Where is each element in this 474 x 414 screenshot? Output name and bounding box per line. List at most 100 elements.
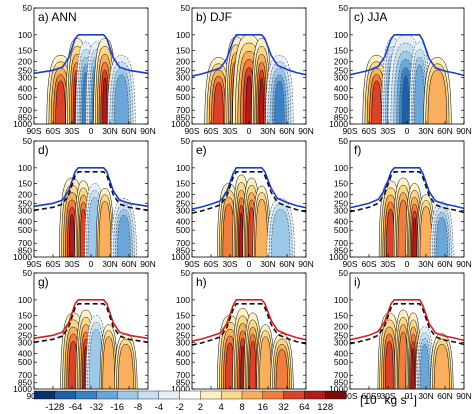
panel-label-box (352, 10, 398, 25)
x-tick-label: 30N (102, 259, 118, 269)
contour-cell-3-level-2 (98, 200, 112, 257)
y-tick-label: 300 (176, 72, 190, 82)
contour-cell-0-level-4 (55, 80, 66, 124)
y-tick-label: 1000 (171, 119, 190, 129)
y-tick-label: 300 (334, 72, 348, 82)
x-tick-label: 60S (361, 391, 376, 401)
y-tick-label: 250 (334, 330, 348, 340)
y-tick-label: 850 (176, 113, 190, 123)
y-tick-label: 500 (18, 225, 32, 235)
x-tick-label: 90N (298, 126, 314, 136)
x-tick-label: 30N (102, 126, 118, 136)
x-tick-label: 30N (260, 259, 276, 269)
y-tick-label: 400 (176, 349, 190, 359)
y-tick-label: 50 (181, 136, 191, 146)
colorbar-swatch (179, 390, 201, 400)
x-tick-label: 60N (437, 391, 453, 401)
y-tick-label: 500 (334, 92, 348, 102)
x-tick-label: 30S (380, 259, 395, 269)
contour-cell-2-level-5 (401, 75, 410, 124)
y-tick-label: 250 (18, 330, 32, 340)
y-tick-label: 150 (18, 46, 32, 56)
x-tick-label: 90S (342, 126, 357, 136)
y-tick-label: 250 (18, 65, 32, 75)
colorbar-level-label: -64 (69, 402, 83, 413)
contour-cell-0-level-4 (371, 80, 382, 124)
tropopause-line (350, 299, 464, 342)
y-tick-label: 200 (176, 57, 190, 67)
x-tick-label: 90S (184, 259, 199, 269)
x-tick-label: 90S (26, 126, 41, 136)
x-tick-label: 30N (418, 259, 434, 269)
tropopause-dashed-line (350, 303, 464, 346)
y-tick-label: 250 (334, 65, 348, 75)
x-tick-label: 60N (437, 126, 453, 136)
y-tick-label: 500 (18, 92, 32, 102)
contour-cell-4-level-2 (427, 69, 448, 124)
y-tick-label: 400 (176, 217, 190, 227)
x-tick-label: 0 (89, 259, 94, 269)
colorbar-swatch (325, 390, 347, 400)
y-tick-label: 500 (334, 357, 348, 367)
panel-label: d) (38, 143, 49, 157)
y-tick-label: 50 (23, 3, 33, 13)
colorbar-swatch (137, 390, 160, 400)
colorbar-level-label: -8 (134, 402, 142, 413)
x-tick-label: 60N (279, 259, 295, 269)
x-tick-label: 60N (121, 259, 137, 269)
y-tick-label: 1000 (13, 119, 32, 129)
contour-cell-2-level-5 (411, 347, 416, 389)
x-tick-label: 90S (342, 391, 357, 401)
contour-cell-0-level-4 (213, 82, 224, 124)
streamfunction-contours (217, 308, 294, 389)
tropopause-line (192, 299, 306, 342)
streamfunction-contours (59, 177, 137, 257)
colorbar-units-label: [109 kg s-1] (360, 392, 417, 407)
y-tick-label: 850 (334, 246, 348, 256)
y-tick-label: 400 (18, 84, 32, 94)
y-tick-label: 50 (339, 3, 349, 13)
colorbar-swatch (116, 390, 139, 400)
contour-cell-4-level-3 (117, 214, 131, 257)
y-tick-label: 850 (176, 246, 190, 256)
streamfunction-contours (46, 38, 136, 124)
contour-cell-4-level-2 (433, 343, 450, 389)
panel-label: h) (196, 275, 207, 289)
colorbar-swatch (241, 390, 264, 400)
y-tick-label: 300 (176, 337, 190, 347)
y-tick-label: 50 (23, 268, 33, 278)
y-tick-label: 200 (176, 190, 190, 200)
y-tick-label: 50 (23, 136, 33, 146)
y-tick-label: 50 (339, 136, 349, 146)
y-tick-label: 100 (176, 163, 190, 173)
streamfunction-contours (217, 174, 295, 257)
panel-label-box (194, 143, 212, 158)
colorbar-level-label: -2 (175, 402, 183, 413)
colorbar-level-label: -16 (110, 402, 124, 413)
y-tick-label: 700 (176, 238, 190, 248)
x-tick-label: 90N (456, 391, 472, 401)
y-tick-label: 400 (176, 84, 190, 94)
y-tick-label: 400 (334, 349, 348, 359)
streamfunction-contours (377, 309, 454, 389)
panel-h: h)50100150200250300400500700850100090S60… (171, 268, 314, 401)
y-tick-label: 150 (334, 179, 348, 189)
tropopause-line (34, 167, 148, 208)
y-tick-label: 100 (18, 295, 32, 305)
y-tick-label: 300 (176, 205, 190, 215)
contour-cell-3-level-3 (419, 343, 430, 389)
contour-cell-4-level-2 (117, 343, 134, 389)
tropopause-line (192, 167, 306, 210)
y-tick-label: 250 (176, 65, 190, 75)
y-tick-label: 850 (18, 246, 32, 256)
panel-label: b) DJF (196, 10, 232, 24)
colorbar-level-label: 8 (239, 402, 244, 413)
y-tick-label: 400 (18, 349, 32, 359)
colorbar-swatch (262, 390, 285, 400)
panel-label-box (36, 275, 54, 290)
y-tick-label: 100 (334, 163, 348, 173)
x-tick-label: 60S (45, 126, 60, 136)
tropopause-line (34, 34, 148, 75)
x-tick-label: 90S (184, 126, 199, 136)
